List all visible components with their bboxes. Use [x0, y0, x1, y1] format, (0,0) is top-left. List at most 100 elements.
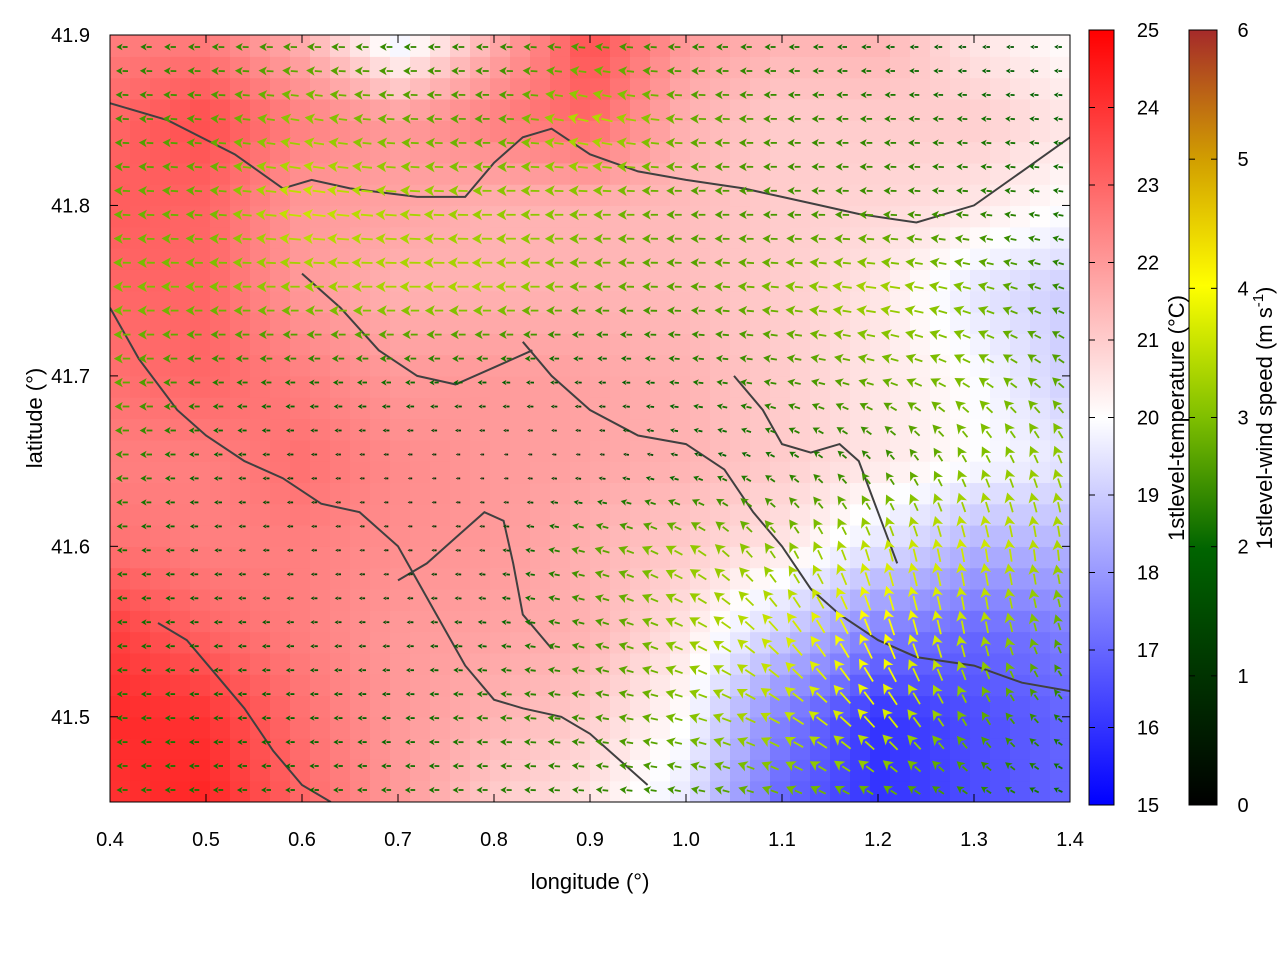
heatmap-cell [150, 184, 171, 206]
heatmap-cell [330, 610, 351, 632]
heatmap-cell [150, 440, 171, 462]
heatmap-cell [970, 205, 991, 227]
heatmap-cell [610, 205, 631, 227]
heatmap-cell [310, 461, 331, 483]
heatmap-cell [1010, 589, 1031, 611]
heatmap-cell [290, 653, 311, 675]
heatmap-cell [890, 482, 911, 504]
heatmap-cell [990, 312, 1011, 334]
heatmap-cell [350, 504, 371, 526]
heatmap-cell [390, 461, 411, 483]
heatmap-cell [970, 78, 991, 100]
heatmap-cell [890, 355, 911, 377]
heatmap-cell [130, 674, 151, 696]
heatmap-cell [150, 56, 171, 78]
heatmap-cell [410, 674, 431, 696]
heatmap-cell [490, 142, 511, 164]
heatmap-cell [1030, 759, 1051, 781]
heatmap-cell [530, 333, 551, 355]
heatmap-cell [210, 674, 231, 696]
heatmap-cell [310, 717, 331, 739]
colorbar-tick-label: 3 [1237, 408, 1248, 430]
heatmap-cell [310, 440, 331, 462]
heatmap-cell [170, 397, 191, 419]
heatmap-cell [1010, 717, 1031, 739]
wind-colorbar-label-end: ) [1252, 287, 1277, 294]
heatmap-cell [470, 376, 491, 398]
heatmap-cell [590, 759, 611, 781]
heatmap-cell [810, 205, 831, 227]
heatmap-cell [570, 781, 591, 803]
colorbar-tick-label: 0 [1237, 795, 1248, 817]
heatmap-cell [790, 355, 811, 377]
heatmap-cell [690, 205, 711, 227]
heatmap-cell [530, 397, 551, 419]
heatmap-cell [450, 248, 471, 270]
heatmap-cell [370, 419, 391, 441]
colorbar-tick-label: 17 [1137, 640, 1159, 662]
heatmap-cell [950, 184, 971, 206]
heatmap-cell [610, 695, 631, 717]
heatmap-cell [490, 504, 511, 526]
heatmap-cell [470, 440, 491, 462]
heatmap-cell [930, 461, 951, 483]
x-tick-label: 0.7 [384, 829, 412, 851]
heatmap-cell [470, 120, 491, 142]
x-tick-label: 0.8 [480, 829, 508, 851]
heatmap-cell [250, 781, 271, 803]
heatmap-cell [210, 35, 231, 57]
heatmap-cell [130, 461, 151, 483]
x-tick-label: 1.0 [672, 829, 700, 851]
heatmap-cell [390, 632, 411, 654]
heatmap-cell [330, 781, 351, 803]
heatmap-cell [690, 35, 711, 57]
heatmap-cell [270, 376, 291, 398]
heatmap-cell [570, 120, 591, 142]
heatmap-cell [470, 269, 491, 291]
heatmap-cell [1030, 120, 1051, 142]
heatmap-cell [210, 376, 231, 398]
heatmap-cell [130, 504, 151, 526]
heatmap-cell [350, 419, 371, 441]
colorbar-tick-label: 25 [1137, 20, 1159, 42]
heatmap-cell [350, 568, 371, 590]
heatmap-cell [450, 759, 471, 781]
heatmap-cell [350, 397, 371, 419]
heatmap-cell [610, 461, 631, 483]
heatmap-cell [870, 674, 891, 696]
heatmap-cell [730, 99, 751, 121]
heatmap-cell [1050, 56, 1071, 78]
colorbar-tick-label: 2 [1237, 537, 1248, 559]
heatmap-cell [930, 56, 951, 78]
heatmap-cell [250, 35, 271, 57]
heatmap-cell [770, 546, 791, 568]
heatmap-cell [590, 419, 611, 441]
heatmap-cell [970, 674, 991, 696]
heatmap-cell [230, 504, 251, 526]
heatmap-cell [690, 120, 711, 142]
heatmap-cell [1030, 355, 1051, 377]
heatmap-cell [490, 717, 511, 739]
heatmap-cell [710, 653, 731, 675]
heatmap-cell [110, 759, 131, 781]
heatmap-cell [830, 461, 851, 483]
heatmap-cell [850, 440, 871, 462]
heatmap-cell [830, 738, 851, 760]
heatmap-cell [150, 482, 171, 504]
heatmap-cell [510, 397, 531, 419]
colorbar-tick-label: 19 [1137, 485, 1159, 507]
heatmap-cell [230, 717, 251, 739]
heatmap-cell [370, 695, 391, 717]
heatmap-cell [310, 589, 331, 611]
heatmap-cell [1050, 355, 1071, 377]
heatmap-cell [790, 546, 811, 568]
heatmap-cell [170, 312, 191, 334]
heatmap-cell [530, 248, 551, 270]
heatmap-cell [970, 653, 991, 675]
heatmap-cell [170, 376, 191, 398]
heatmap-cell [890, 568, 911, 590]
heatmap-cell [350, 461, 371, 483]
heatmap-cell [730, 333, 751, 355]
heatmap-cell [370, 35, 391, 57]
